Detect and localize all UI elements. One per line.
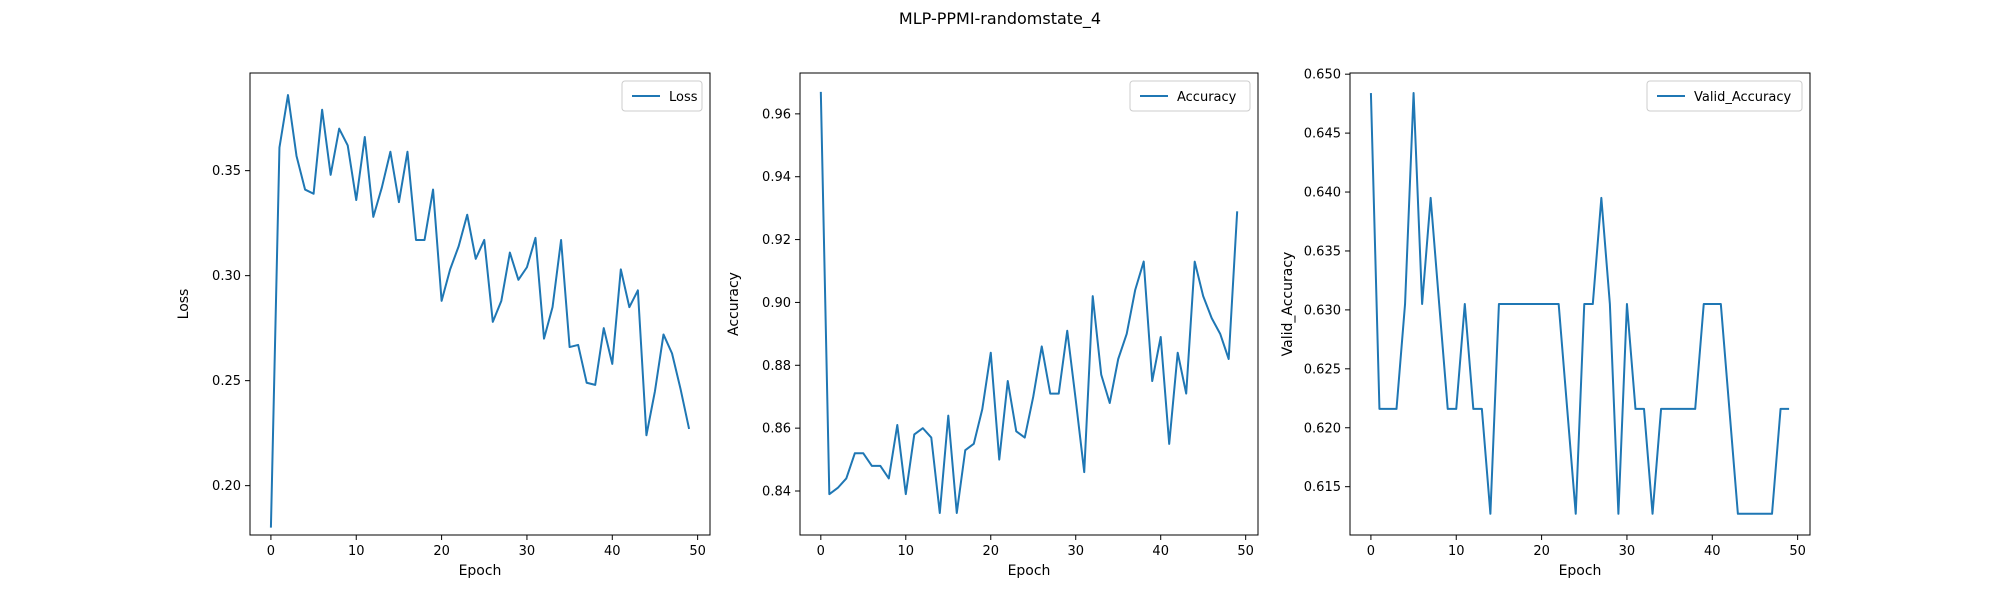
y-tick-label: 0.25 (212, 374, 241, 389)
y-tick-label: 0.90 (762, 296, 791, 311)
y-axis-label: Valid_Accuracy (1280, 252, 1296, 357)
y-tick-label: 0.92 (762, 233, 791, 248)
subplot-2: 0 10 20 30 40 50 0.84 0.86 0.88 0.90 0.92 0.94 0.96 E… (726, 72, 1259, 579)
y-tick-label: 0.630 (1304, 303, 1341, 318)
y-tick-label: 0.35 (212, 164, 241, 179)
subplot-3: 0 10 20 30 40 50 0.615 0.620 0.625 0.630 0.635 0.64… (1280, 68, 1811, 579)
x-tick-label: 20 (982, 544, 999, 559)
y-tick-label: 0.96 (762, 107, 791, 122)
y-axis-label: Accuracy (726, 272, 742, 336)
x-tick-label: 0 (267, 544, 275, 559)
figure-title: MLP-PPMI-randomstate_4 (899, 9, 1101, 29)
y-tick-label: 0.30 (212, 269, 241, 284)
axes-frame (1349, 72, 1811, 536)
x-tick-label: 40 (604, 544, 621, 559)
y-tick-label: 0.20 (212, 479, 241, 494)
x-tick-label: 50 (1237, 544, 1254, 559)
x-tick-label: 10 (348, 544, 365, 559)
y-tick-label: 0.635 (1304, 244, 1341, 259)
axes-frame (249, 72, 711, 536)
axes-frame (799, 72, 1259, 536)
y-tick-label: 0.650 (1304, 68, 1341, 83)
x-tick-label: 10 (1448, 544, 1465, 559)
x-tick-label: 10 (898, 544, 915, 559)
x-tick-label: 40 (1704, 544, 1721, 559)
x-axis-label: Epoch (1559, 563, 1602, 579)
x-axis-label: Epoch (1008, 563, 1051, 579)
subplot-1: 0 10 20 30 40 50 0.20 0.25 0.30 0.35 Epoch Loss Loss (176, 72, 711, 579)
y-tick-label: 0.84 (762, 485, 791, 500)
legend-label: Loss (669, 90, 698, 105)
legend-box (1129, 80, 1251, 112)
y-tick-label: 0.94 (762, 170, 791, 185)
legend-box (621, 80, 703, 112)
x-tick-label: 50 (689, 544, 706, 559)
series-line-loss (269, 94, 691, 528)
x-axis-label: Epoch (459, 563, 502, 579)
y-tick-label: 0.620 (1304, 421, 1341, 436)
x-tick-label: 30 (1067, 544, 1084, 559)
x-tick-label: 30 (1619, 544, 1636, 559)
x-tick-label: 40 (1152, 544, 1169, 559)
y-tick-label: 0.86 (762, 422, 791, 437)
legend: Loss (621, 80, 703, 112)
x-tick-label: 50 (1789, 544, 1806, 559)
y-tick-label: 0.615 (1304, 480, 1341, 495)
legend-box (1646, 80, 1803, 112)
x-tick-label: 20 (1533, 544, 1550, 559)
series-line-valid_accuracy (1369, 92, 1790, 515)
y-axis-label: Loss (176, 289, 192, 320)
legend-label: Valid_Accuracy (1694, 90, 1791, 105)
y-tick-label: 0.625 (1304, 362, 1341, 377)
x-tick-label: 0 (1367, 544, 1375, 559)
x-tick-label: 30 (519, 544, 536, 559)
y-tick-label: 0.88 (762, 359, 791, 374)
legend: Valid_Accuracy (1646, 80, 1803, 112)
legend: Accuracy (1129, 80, 1251, 112)
legend-label: Accuracy (1177, 90, 1237, 105)
y-tick-label: 0.645 (1304, 127, 1341, 142)
y-tick-label: 0.640 (1304, 186, 1341, 201)
x-tick-label: 20 (433, 544, 450, 559)
subplots: 0 10 20 30 40 50 0.20 0.25 0.30 0.35 Epoch Loss Loss… (176, 68, 1811, 579)
series-line-accuracy (819, 91, 1239, 514)
x-tick-label: 0 (817, 544, 825, 559)
